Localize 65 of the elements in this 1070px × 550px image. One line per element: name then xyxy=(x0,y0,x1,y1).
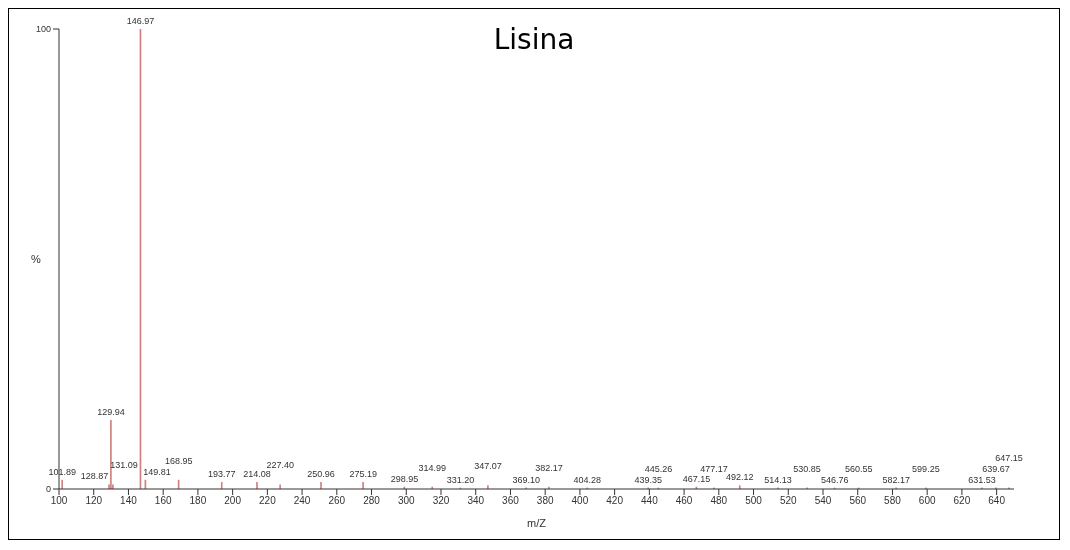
annotation: 445.26 xyxy=(644,463,673,474)
annotation: 639.67 xyxy=(982,463,1010,474)
annotation: 131.09 xyxy=(110,460,138,471)
annotation: 467.15 xyxy=(682,473,711,484)
annotation: 275.19 xyxy=(349,469,377,480)
x-tick-label: 500 xyxy=(745,495,763,507)
x-tick-label: 260 xyxy=(328,495,346,507)
x-tick-label: 480 xyxy=(710,495,728,507)
x-tick-label: 520 xyxy=(779,495,798,507)
x-tick-label: 180 xyxy=(189,495,207,507)
annotation: 250.96 xyxy=(307,469,335,480)
x-axis-title: m/Z xyxy=(527,517,547,529)
x-tick-label: 580 xyxy=(884,495,902,507)
x-tick-label: 320 xyxy=(432,495,450,507)
annotation: 227.40 xyxy=(266,460,294,471)
x-tick-label: 400 xyxy=(571,495,589,507)
y-axis-title: % xyxy=(31,252,41,265)
annotation: 149.81 xyxy=(143,466,171,477)
x-tick-label: 280 xyxy=(363,495,381,507)
annotation: 168.95 xyxy=(164,455,193,466)
annotation: 530.85 xyxy=(793,463,821,474)
x-tick-label: 460 xyxy=(675,495,693,507)
annotation: 369.10 xyxy=(512,474,541,485)
x-tick-label: 360 xyxy=(502,495,520,507)
annotation: 347.07 xyxy=(474,461,502,472)
annotation: 439.35 xyxy=(634,474,662,485)
x-tick-label: 340 xyxy=(467,495,485,507)
annotation: 101.89 xyxy=(48,466,77,477)
annotation: 560.55 xyxy=(844,463,873,474)
x-tick-label: 140 xyxy=(120,495,138,507)
x-tick-label: 120 xyxy=(85,495,103,507)
x-tick-label: 380 xyxy=(536,495,554,507)
annotation: 382.17 xyxy=(535,462,563,473)
x-tick-label: 300 xyxy=(397,495,416,507)
annotation: 582.17 xyxy=(882,474,910,485)
annotation: 146.97 xyxy=(126,16,155,26)
annotation: 193.77 xyxy=(208,469,236,480)
chart-title: Lisina xyxy=(493,23,575,56)
annotation: 129.94 xyxy=(97,407,125,417)
annotation: 298.95 xyxy=(390,473,419,484)
y-tick-label: 0 xyxy=(45,484,51,495)
x-tick-label: 420 xyxy=(606,495,624,507)
x-tick-label: 560 xyxy=(849,495,867,507)
annotation: 331.20 xyxy=(446,474,475,485)
x-tick-label: 600 xyxy=(918,495,936,507)
x-tick-label: 440 xyxy=(641,495,659,507)
x-tick-label: 640 xyxy=(988,495,1006,507)
annotation: 599.25 xyxy=(912,463,940,474)
annotation: 214.08 xyxy=(243,469,271,480)
annotation: 492.12 xyxy=(726,472,754,483)
x-tick-label: 220 xyxy=(259,495,277,507)
x-tick-label: 540 xyxy=(814,495,832,507)
x-tick-label: 200 xyxy=(224,495,242,507)
annotation: 647.15 xyxy=(995,452,1023,463)
annotation: 128.87 xyxy=(80,471,109,482)
annotation: 404.28 xyxy=(573,474,602,485)
x-tick-label: 160 xyxy=(154,495,172,507)
annotation: 514.13 xyxy=(764,474,792,485)
x-tick-label: 620 xyxy=(953,495,971,507)
x-tick-label: 100 xyxy=(50,495,68,507)
annotation: 631.53 xyxy=(968,474,996,485)
x-tick-label: 240 xyxy=(293,495,311,507)
annotation: 477.17 xyxy=(700,463,728,474)
annotation: 546.76 xyxy=(820,474,849,485)
annotation: 314.99 xyxy=(418,462,447,473)
